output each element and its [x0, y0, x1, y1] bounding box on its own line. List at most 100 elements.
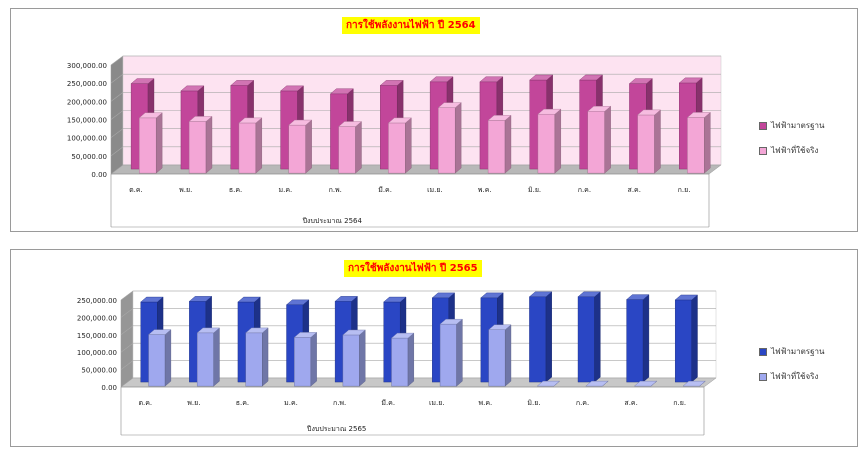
bar-actual-front	[342, 334, 360, 387]
bar-standard-front	[577, 296, 595, 383]
bar-actual-top	[342, 329, 366, 336]
bar-standard-top	[188, 296, 213, 302]
bar-standard-top	[579, 74, 604, 81]
bar-actual-side	[262, 327, 269, 387]
bar-actual-top	[487, 115, 512, 121]
bar-actual-top	[293, 332, 318, 338]
bar-actual-front	[488, 329, 506, 387]
y-tick-label: 250,000.00	[67, 80, 107, 88]
bar-actual-side	[504, 114, 512, 174]
bar-actual-front	[587, 111, 605, 174]
bar-actual-side	[456, 318, 463, 387]
chart-2564: 0.00 50,000.00 100,000.00 150,000.00 200,000…	[67, 55, 722, 228]
x-tick-label: ก.พ.	[333, 399, 346, 407]
y-tick-label: 200,000.00	[77, 314, 117, 322]
y-tick-label: 150,000.00	[77, 332, 117, 340]
chart-2565: 0.00 50,000.00 100,000.00 150,000.00 200,000…	[77, 290, 717, 436]
bar-actual-top	[196, 327, 221, 334]
bar-actual-top	[682, 380, 706, 387]
legend-item-standard: ไฟฟ้ามาตรฐาน	[759, 345, 824, 358]
bar-standard-side	[642, 294, 650, 383]
gridline	[110, 110, 721, 120]
x-tick-label: เม.ย.	[429, 399, 445, 407]
gridline	[120, 290, 716, 301]
bar-standard-top	[140, 296, 164, 303]
x-tick-label: ก.พ.	[329, 186, 342, 194]
bar-standard-top	[479, 76, 504, 83]
bar-actual-top	[488, 324, 512, 330]
gridline	[110, 92, 721, 102]
bar-actual	[439, 318, 463, 387]
bar-actual-side	[455, 102, 462, 174]
x-tick-label: ม.ค.	[279, 186, 293, 194]
gridline	[110, 55, 721, 66]
gridline	[120, 308, 716, 318]
x-tick-label: พ.ค.	[479, 399, 493, 407]
bar-actual-top	[238, 117, 263, 124]
legend-swatch-standard	[759, 347, 767, 356]
legend-item-actual: ไฟฟ้าที่ใช้จริง	[759, 370, 824, 383]
bar-actual	[188, 115, 213, 174]
bar-standard-top	[528, 291, 553, 297]
bar-actual-side	[604, 105, 611, 174]
bar-actual-front	[196, 332, 214, 387]
x-tick-label: เม.ย.	[427, 186, 443, 194]
y-tick-label: 50,000.00	[81, 367, 117, 375]
bar-actual	[686, 111, 711, 174]
legend-swatch-actual	[759, 372, 767, 381]
bar-standard-top	[130, 78, 155, 84]
bar-actual-side	[205, 115, 213, 174]
bar-actual-side	[405, 117, 412, 174]
y-tick-label: 200,000.00	[67, 98, 107, 106]
bar-actual	[293, 331, 318, 387]
bar-actual-top	[536, 380, 561, 387]
bar-actual	[682, 380, 706, 387]
x-tick-label: ธ.ค.	[229, 186, 242, 194]
bar-standard-top	[230, 80, 255, 86]
bar-actual	[148, 329, 172, 387]
bar-standard-top	[678, 77, 703, 84]
bar-actual-front	[637, 114, 655, 174]
x-tick-label: ก.ย.	[673, 399, 686, 407]
legend-label-standard: ไฟฟ้ามาตรฐาน	[771, 347, 825, 356]
y-tick-label: 0.00	[101, 384, 117, 392]
bar-actual	[637, 109, 662, 174]
bar-actual	[338, 121, 363, 174]
legend-label-actual: ไฟฟ้าที่ใช้จริง	[771, 372, 819, 381]
bar-actual-side	[156, 112, 163, 174]
bar-actual	[288, 119, 313, 174]
bar-actual-front	[294, 337, 312, 387]
bar-standard	[674, 294, 699, 383]
bar-actual-top	[537, 108, 562, 115]
bar-standard-top	[379, 80, 404, 86]
bar-standard	[577, 291, 601, 383]
bar-actual-top	[587, 106, 612, 112]
bar-standard-top	[429, 76, 454, 83]
bar-actual	[245, 327, 269, 387]
legend-swatch-standard	[759, 121, 767, 130]
x-tick-label: มี.ค.	[378, 186, 392, 194]
gridline	[110, 128, 721, 138]
x-axis-label: ปีงบประมาณ 2565	[307, 425, 367, 433]
x-tick-label: ก.ค.	[576, 399, 589, 407]
bar-actual	[487, 114, 512, 174]
bar-standard-front	[529, 296, 547, 383]
bar-actual	[536, 380, 561, 387]
bar-actual	[488, 324, 512, 387]
bar-standard-top	[577, 291, 601, 297]
bar-standard-top	[237, 296, 261, 303]
bar-actual-top	[288, 119, 313, 126]
gridline	[120, 360, 716, 370]
bar-standard	[528, 291, 553, 383]
y-tick-label: 100,000.00	[77, 349, 117, 357]
chart-title: การใช้พลังงานไฟฟ้า ปี 2564	[342, 17, 480, 34]
x-tick-label: พ.ค.	[478, 186, 492, 194]
bar-actual-side	[255, 117, 262, 174]
x-tick-label: พ.ย.	[179, 186, 192, 194]
bar-actual-side	[504, 324, 512, 387]
x-tick-label: พ.ย.	[187, 399, 200, 407]
bar-actual-top	[686, 112, 711, 118]
bar-actual-front	[148, 334, 166, 387]
x-tick-label: ส.ค.	[624, 399, 637, 407]
x-tick-label: ก.ค.	[578, 186, 591, 194]
